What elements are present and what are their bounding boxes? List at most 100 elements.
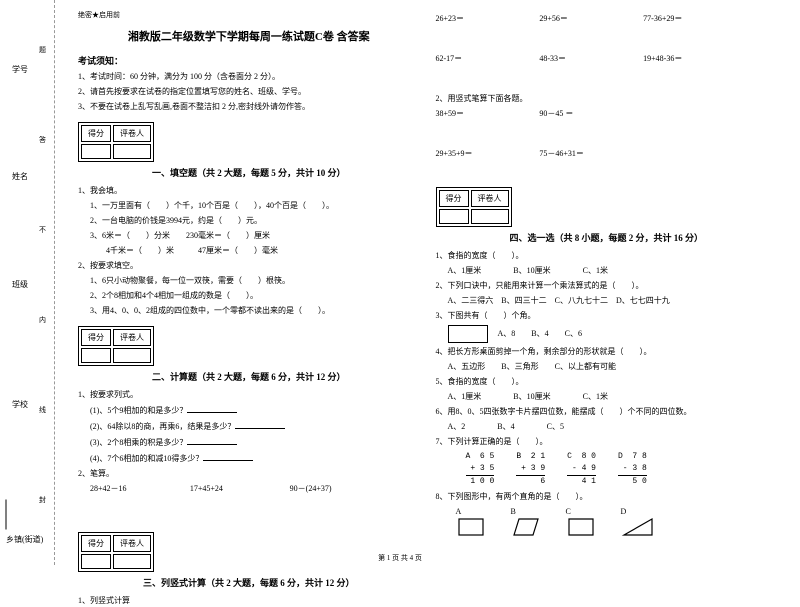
notice-item: 3、不要在试卷上乱写乱画,卷面不整洁扣 2 分,密封线外请勿作答。	[78, 101, 420, 113]
calc-item: 77-36+29＝	[643, 13, 747, 25]
score-label: 得分	[81, 535, 111, 552]
calc-top: 2 1	[531, 452, 545, 461]
shape-d: D	[621, 507, 655, 538]
q1-1-item: 2、一台电脑的价钱是3994元，约是（ ）元。	[78, 215, 420, 227]
calc-item: 62-17＝	[436, 53, 540, 65]
score-box: 得分评卷人	[78, 122, 154, 162]
q4-5: 5、食指的宽度（ ）。	[436, 376, 778, 388]
calc-item: 19+48-36＝	[643, 53, 747, 65]
q4-6-opts: A、2 B、4 C、5	[436, 421, 778, 433]
q4-6: 6、用8、0、5四张数字卡片摆四位数，能摆成（ ）个不同的四位数。	[436, 406, 778, 418]
q4-4: 4、把长方形桌面剪掉一个角，剩余部分的形状就是（ ）。	[436, 346, 778, 358]
exam-title: 湘教版二年级数学下学期每周一练试题C卷 含答案	[78, 28, 420, 44]
calc-item: 90－45 ＝	[539, 108, 643, 120]
q1-1-item: 3、6米＝（ ）分米 230毫米＝（ ）厘米	[78, 230, 420, 242]
calc-item: 38+59＝	[436, 108, 540, 120]
q4-8: 8、下列图形中，有两个直角的是（ ）。	[436, 491, 778, 503]
notice-item: 1、考试时间：60 分钟，满分为 100 分（含卷面分 2 分）。	[78, 71, 420, 83]
q1-2-item: 1、6只小动物聚餐，每一位一双筷，需要（ ）根筷。	[78, 275, 420, 287]
calc-row: 38+59＝ 90－45 ＝	[436, 108, 778, 120]
q4-4-opts: A、五边形 B、三角形 C、以上都有可能	[436, 361, 778, 373]
q4-8-shapes: A B C D	[436, 507, 778, 538]
grader-label: 评卷人	[113, 535, 151, 552]
secret-tag: 绝密★启用前	[78, 10, 420, 20]
q-text: (2)、64除以8的商，再乘6，结果是多少？	[90, 422, 235, 431]
calc-bot: 5 0	[618, 475, 647, 488]
answer-blank[interactable]	[235, 420, 285, 429]
seal-char: 答	[39, 135, 46, 145]
section-1-title: 一、填空题（共 2 大题，每题 5 分，共计 10 分）	[78, 166, 420, 179]
q2-1-item: (1)、5个9相加的和是多少？	[78, 404, 420, 417]
calc-bot: 1 0 0	[466, 475, 495, 488]
calc-top: 6 5	[480, 452, 494, 461]
seal-char: 封	[39, 495, 46, 505]
q1-1-item: 1、一万里面有（ ）个千，10个百是（ ），40个百是（ ）。	[78, 200, 420, 212]
answer-blank[interactable]	[187, 436, 237, 445]
seal-char: 内	[39, 315, 46, 325]
q-text: (4)、7个6相加的和减10得多少？	[90, 454, 203, 463]
calc-item: 48-33＝	[539, 53, 643, 65]
seal-char: 线	[39, 405, 46, 415]
binding-line	[6, 500, 7, 530]
spacer	[436, 68, 778, 90]
calc-item: 17+45+24	[190, 483, 290, 495]
spacer	[436, 28, 778, 50]
binding-label-town: 乡镇(街道)	[6, 534, 43, 545]
q1-2: 2、按要求填空。	[78, 260, 420, 272]
q4-1: 1、食指的宽度（ ）。	[436, 250, 778, 262]
q4-7: 7、下列计算正确的是（ ）。	[436, 436, 778, 448]
q4-3-figure: A、8 B、4 C、6	[436, 325, 778, 343]
calc-item: 29+35+9＝	[436, 148, 540, 160]
score-label: 得分	[439, 190, 469, 207]
q2-1-item: (4)、7个6相加的和减10得多少？	[78, 452, 420, 465]
score-box: 得分评卷人	[78, 532, 154, 572]
section-3-header: 得分评卷人	[78, 526, 420, 574]
section-3-title: 三、列竖式计算（共 2 大题，每题 6 分，共计 12 分）	[78, 576, 420, 589]
answer-blank[interactable]	[187, 404, 237, 413]
section-2-title: 二、计算题（共 2 大题，每题 6 分，共计 12 分）	[78, 370, 420, 383]
calc-top: 7 8	[632, 452, 646, 461]
calc-block: B 2 1+ 3 96	[516, 451, 545, 488]
left-column: 绝密★启用前 湘教版二年级数学下学期每周一练试题C卷 含答案 考试须知： 1、考…	[70, 10, 428, 560]
binding-label-name: 姓名	[12, 171, 28, 182]
q4-3: 3、下图共有（ ）个角。	[436, 310, 778, 322]
binding-margin: 乡镇(街道) 学校 班级 姓名 学号 封 线 内 不 答 题	[0, 0, 55, 565]
calc-mid: + 3 5	[466, 463, 495, 475]
score-box: 得分评卷人	[78, 326, 154, 366]
q3-1: 1、列竖式计算	[78, 595, 420, 607]
q-text: (3)、2个8相乘的积是多少？	[90, 438, 187, 447]
q1-1: 1、我会填。	[78, 185, 420, 197]
rectangle-shape	[448, 325, 488, 343]
exam-page: 乡镇(街道) 学校 班级 姓名 学号 封 线 内 不 答 题 绝密★启用前 湘教…	[0, 0, 800, 565]
binding-label-id: 学号	[12, 64, 28, 75]
q2-1: 1、按要求列式。	[78, 389, 420, 401]
right-column: 26+23＝ 29+56＝ 77-36+29＝ 62-17＝ 48-33＝ 19…	[428, 10, 786, 560]
q2-2: 2、笔算。	[78, 468, 420, 480]
grader-label: 评卷人	[471, 190, 509, 207]
calc-mid: + 3 9	[516, 463, 545, 475]
score-box: 得分评卷人	[436, 187, 512, 227]
q4-7-calcs: A 6 5+ 3 51 0 0 B 2 1+ 3 96 C 8 0- 4 94 …	[436, 451, 778, 488]
calc-block: A 6 5+ 3 51 0 0	[466, 451, 495, 488]
q4-3-opts: A、8 B、4 C、6	[498, 329, 582, 338]
seal-char: 不	[39, 225, 46, 235]
answer-blank[interactable]	[203, 452, 253, 461]
calc-block: D 7 8- 3 85 0	[618, 451, 647, 488]
calc-item: 29+56＝	[539, 13, 643, 25]
calc-mid: - 3 8	[618, 463, 647, 475]
section-4-header: 得分评卷人	[436, 181, 778, 229]
page-footer: 第 1 页 共 4 页	[0, 553, 800, 563]
q2-1-item: (3)、2个8相乘的积是多少？	[78, 436, 420, 449]
calc-bot: 4 1	[567, 475, 596, 488]
calc-bot: 6	[516, 475, 545, 488]
calc-item: 26+23＝	[436, 13, 540, 25]
calc-item: 90－(24+37)	[290, 483, 390, 495]
score-label: 得分	[81, 329, 111, 346]
q1-2-item: 3、用4、0、0、2组成的四位数中，一个零都不读出来的是（ ）。	[78, 305, 420, 317]
section-1-header: 得分评卷人	[78, 116, 420, 164]
spacer	[436, 163, 778, 181]
calc-block: C 8 0- 4 94 1	[567, 451, 596, 488]
spacer	[78, 498, 420, 526]
q3-2: 2、用竖式笔算下面各题。	[436, 93, 778, 105]
calc-top: 8 0	[582, 452, 596, 461]
